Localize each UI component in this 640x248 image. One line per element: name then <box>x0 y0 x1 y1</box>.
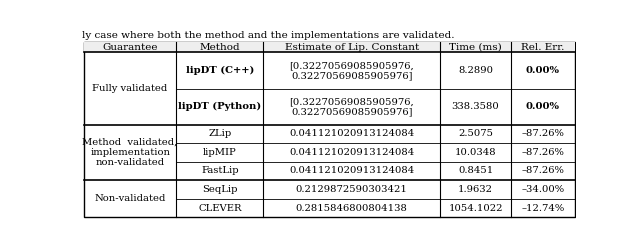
Text: 10.0348: 10.0348 <box>455 148 497 157</box>
Text: 1054.1022: 1054.1022 <box>449 204 503 213</box>
Text: 2.5075: 2.5075 <box>458 129 493 138</box>
Text: 0.00%: 0.00% <box>526 66 560 75</box>
Text: [0.32270569085905976,
0.32270569085905976]: [0.32270569085905976, 0.3227056908590597… <box>289 97 414 116</box>
Text: Method  validated,
implementation
non-validated: Method validated, implementation non-val… <box>83 137 178 167</box>
Text: Time (ms): Time (ms) <box>449 43 502 52</box>
Text: –34.00%: –34.00% <box>522 185 564 194</box>
Text: CLEVER: CLEVER <box>198 204 241 213</box>
Text: 0.00%: 0.00% <box>526 102 560 111</box>
Text: [0.32270569085905976,
0.32270569085905976]: [0.32270569085905976, 0.3227056908590597… <box>289 61 414 80</box>
Text: Method: Method <box>200 43 240 52</box>
Text: 0.041121020913124084: 0.041121020913124084 <box>289 148 414 157</box>
Text: 0.2129872590303421: 0.2129872590303421 <box>296 185 408 194</box>
Text: Guarantee: Guarantee <box>102 43 158 52</box>
Text: ly case where both the method and the implementations are validated.: ly case where both the method and the im… <box>83 31 455 40</box>
Text: 338.3580: 338.3580 <box>452 102 499 111</box>
Text: ZLip: ZLip <box>208 129 232 138</box>
Text: 0.041121020913124084: 0.041121020913124084 <box>289 166 414 175</box>
Text: –87.26%: –87.26% <box>522 148 564 157</box>
Text: 0.2815846800804138: 0.2815846800804138 <box>296 204 408 213</box>
Text: 0.8451: 0.8451 <box>458 166 493 175</box>
Text: lipDT (C++): lipDT (C++) <box>186 66 254 75</box>
Text: SeqLip: SeqLip <box>202 185 237 194</box>
Bar <box>84 42 575 53</box>
Text: Fully validated: Fully validated <box>93 84 168 93</box>
Text: 0.041121020913124084: 0.041121020913124084 <box>289 129 414 138</box>
Text: 8.2890: 8.2890 <box>458 66 493 75</box>
Text: –87.26%: –87.26% <box>522 129 564 138</box>
Text: –87.26%: –87.26% <box>522 166 564 175</box>
Text: FastLip: FastLip <box>201 166 239 175</box>
Text: Estimate of Lip. Constant: Estimate of Lip. Constant <box>285 43 419 52</box>
Text: –12.74%: –12.74% <box>521 204 564 213</box>
Text: lipDT (Python): lipDT (Python) <box>178 102 261 111</box>
Text: 1.9632: 1.9632 <box>458 185 493 194</box>
Text: lipMIP: lipMIP <box>203 148 237 157</box>
Text: Rel. Err.: Rel. Err. <box>521 43 564 52</box>
Text: Non-validated: Non-validated <box>95 194 166 203</box>
